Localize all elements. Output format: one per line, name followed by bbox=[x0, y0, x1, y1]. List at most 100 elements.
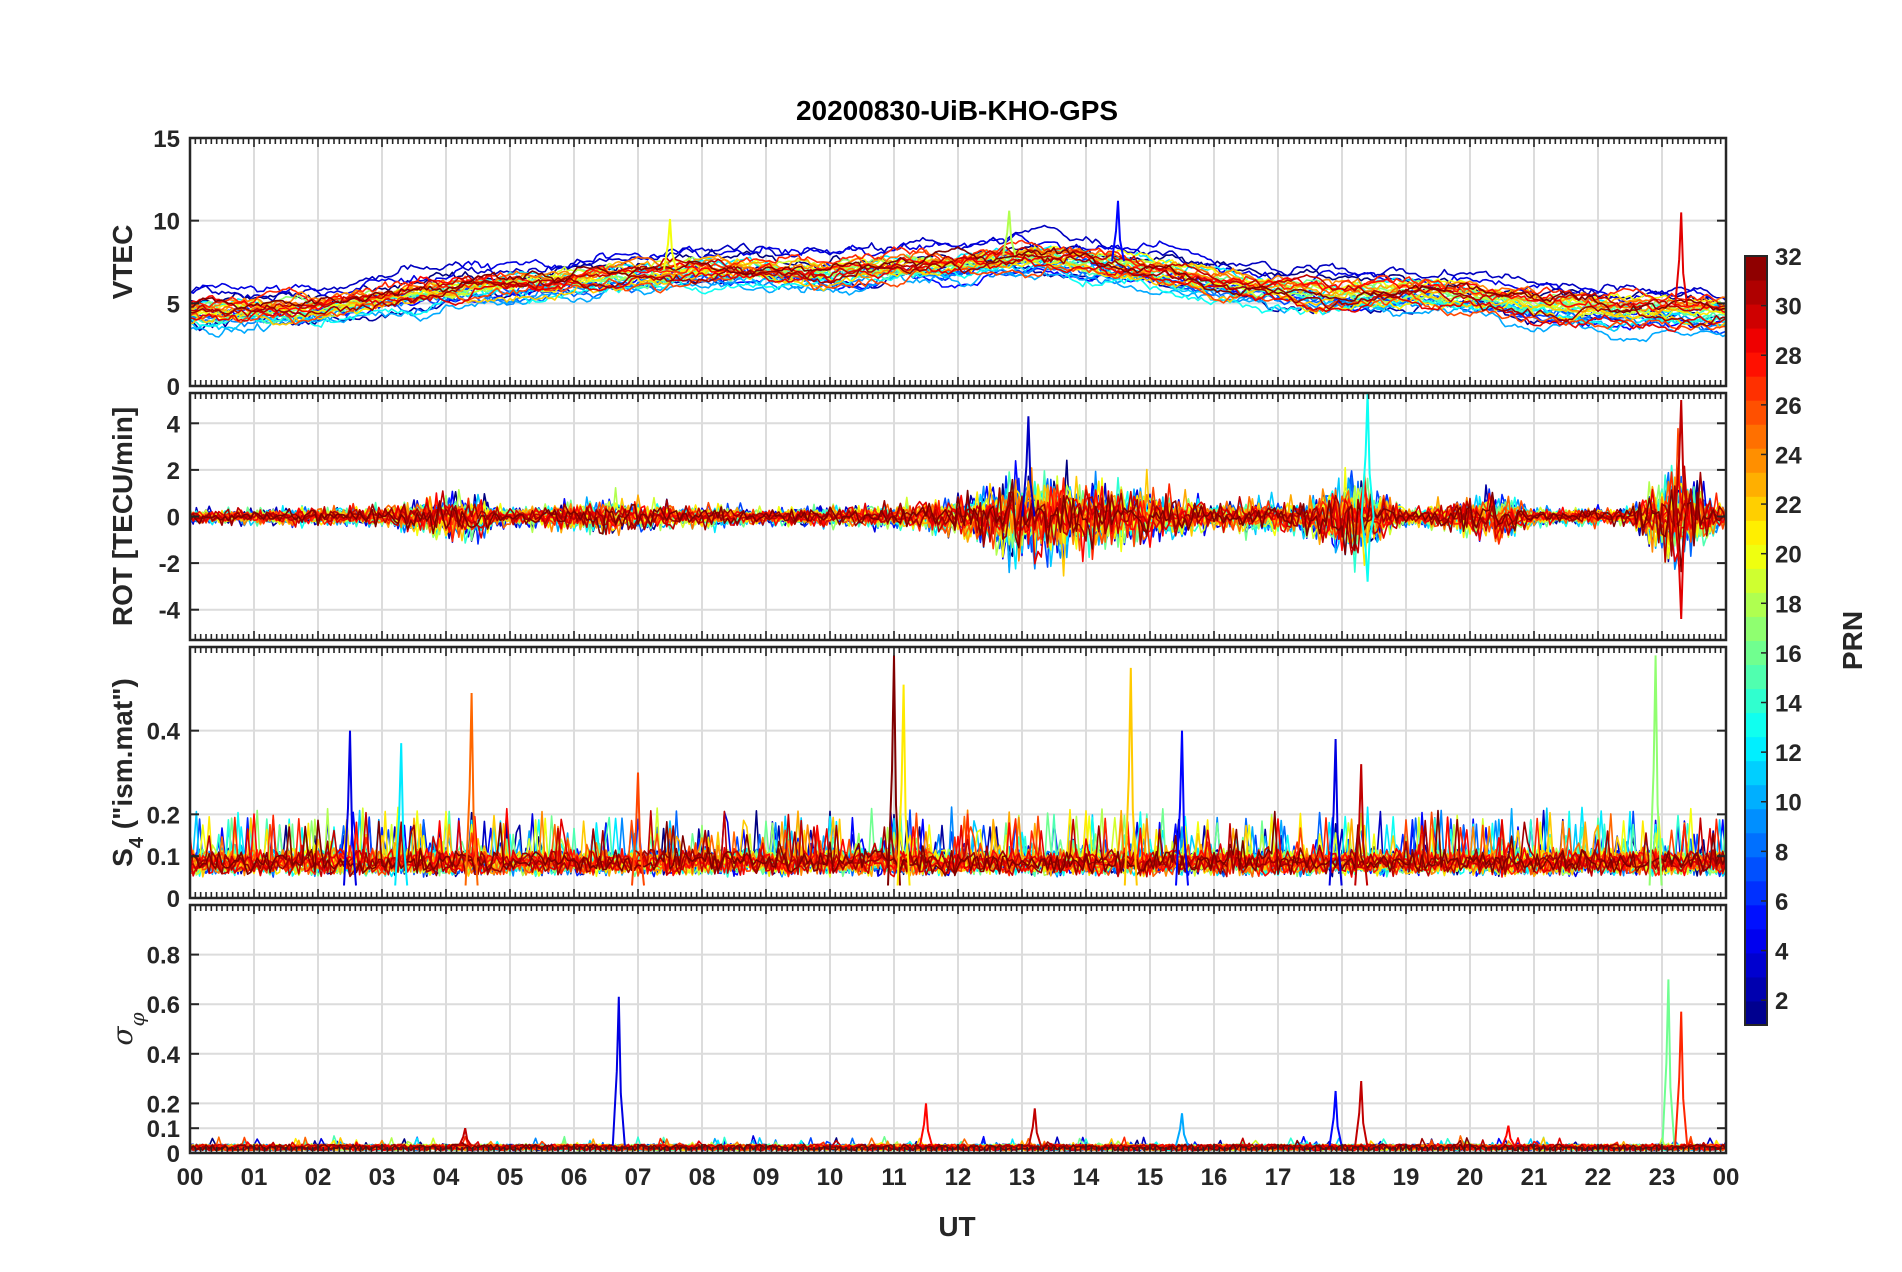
minor-ticks-vtec bbox=[189, 138, 1727, 386]
x-tick-label: 16 bbox=[1201, 1164, 1228, 1191]
colorbar-level bbox=[1745, 784, 1767, 810]
y-tick-label-rot: -2 bbox=[159, 551, 180, 578]
y-axis-label-rot: ROT [TECU/min] bbox=[107, 407, 138, 626]
spike-s4-6 bbox=[394, 743, 409, 886]
colorbar-level bbox=[1745, 760, 1767, 786]
spike-sigma_phi-3 bbox=[1354, 1081, 1369, 1146]
series-prn-29 bbox=[190, 818, 1726, 878]
y-tick-label-rot: 0 bbox=[167, 505, 180, 532]
spike-vtec-3 bbox=[663, 218, 677, 270]
colorbar-level bbox=[1745, 448, 1767, 473]
y-tick-label-rot: 2 bbox=[167, 458, 180, 485]
colorbar-tick-label: 20 bbox=[1775, 542, 1802, 569]
panel-vtec: 0 5 10 15 VTEC bbox=[107, 126, 1728, 401]
panel-s4: 0 0.1 0.2 0.4S4 ("ism.mat") bbox=[107, 645, 1728, 913]
colorbar-level bbox=[1745, 424, 1767, 449]
series-prn-31 bbox=[190, 253, 1726, 328]
colorbar-level bbox=[1745, 1000, 1767, 1026]
y-tick-label-sigma_phi: 0.6 bbox=[147, 992, 180, 1019]
y-axis-label-vtec: VTEC bbox=[107, 225, 138, 300]
spike-vtec-2 bbox=[1002, 210, 1017, 256]
colorbar-tick-label: 30 bbox=[1775, 294, 1802, 321]
x-tick-label: 03 bbox=[369, 1164, 396, 1191]
x-tick-label: 15 bbox=[1137, 1164, 1164, 1191]
x-tick-label: 23 bbox=[1649, 1164, 1676, 1191]
spike-sigma_phi-6 bbox=[1027, 1108, 1042, 1146]
x-tick-label: 09 bbox=[753, 1164, 780, 1191]
series-prn-30 bbox=[190, 465, 1726, 563]
colorbar-level bbox=[1745, 808, 1767, 834]
spike-s4-3 bbox=[1648, 655, 1663, 886]
colorbar-level bbox=[1745, 616, 1767, 641]
x-tick-label: 07 bbox=[625, 1164, 652, 1191]
spike-sigma_phi-7 bbox=[1175, 1113, 1189, 1146]
spike-s4-5 bbox=[343, 730, 357, 886]
colorbar-frame bbox=[1744, 255, 1768, 1026]
y-tick-label-s4: 0 bbox=[167, 886, 180, 913]
minor-ticks-sigma_phi bbox=[189, 905, 1727, 1153]
colorbar-level bbox=[1745, 712, 1767, 738]
spike-vtec-1 bbox=[1111, 200, 1125, 262]
colorbar-tick-label: 8 bbox=[1775, 839, 1788, 866]
x-tick-label: 04 bbox=[433, 1164, 460, 1191]
y-tick-label-sigma_phi: 0 bbox=[167, 1141, 180, 1168]
x-tick-label: 22 bbox=[1585, 1164, 1612, 1191]
colorbar-tick-label: 6 bbox=[1775, 889, 1788, 916]
series-prn-32 bbox=[190, 809, 1726, 877]
colorbar-level bbox=[1745, 400, 1767, 425]
x-tick-label: 10 bbox=[817, 1164, 844, 1191]
x-tick-label: 18 bbox=[1329, 1164, 1356, 1191]
spike-rot-4 bbox=[1360, 516, 1375, 582]
spike-s4-8 bbox=[1328, 738, 1343, 886]
x-tick-label: 21 bbox=[1521, 1164, 1548, 1191]
spike-sigma_phi-8 bbox=[458, 1127, 473, 1147]
x-tick-label: 06 bbox=[561, 1164, 588, 1191]
colorbar-level bbox=[1745, 280, 1767, 305]
series-group-s4 bbox=[190, 655, 1726, 886]
series-prn-10 bbox=[190, 268, 1726, 343]
spike-s4-4 bbox=[464, 692, 479, 886]
spike-s4-2 bbox=[1123, 667, 1138, 886]
x-axis-label: UT bbox=[938, 1211, 975, 1242]
colorbar-tick-label: 24 bbox=[1775, 442, 1802, 469]
series-group-vtec bbox=[190, 200, 1726, 343]
colorbar-level bbox=[1745, 688, 1767, 714]
colorbar-level bbox=[1745, 304, 1767, 329]
colorbar-level bbox=[1745, 496, 1767, 521]
spike-sigma_phi-2 bbox=[1674, 1011, 1689, 1146]
colorbar-tick-label: 14 bbox=[1775, 691, 1802, 718]
series-prn-29 bbox=[190, 256, 1726, 333]
colorbar-level bbox=[1745, 640, 1767, 666]
colorbar-level bbox=[1745, 328, 1767, 353]
colorbar-tick-label: 32 bbox=[1775, 244, 1802, 271]
chart-title: 20200830-UiB-KHO-GPS bbox=[796, 95, 1118, 126]
colorbar-level bbox=[1745, 928, 1767, 954]
series-prn-29 bbox=[190, 488, 1726, 565]
y-tick-label-sigma_phi: 0.8 bbox=[147, 943, 180, 970]
y-tick-label-sigma_phi: 0.1 bbox=[147, 1116, 180, 1143]
y-tick-label-rot: -4 bbox=[159, 598, 181, 625]
colorbar-level bbox=[1745, 256, 1767, 281]
minor-ticks-rot bbox=[189, 393, 1727, 640]
panel-rot: -4 -2 0 2 4 ROT [TECU/min] bbox=[107, 391, 1728, 642]
colorbar-level bbox=[1745, 568, 1767, 593]
spike-rot-3 bbox=[1674, 516, 1689, 620]
x-tick-label: 12 bbox=[945, 1164, 972, 1191]
x-tick-label: 02 bbox=[305, 1164, 332, 1191]
colorbar-tick-label: 2 bbox=[1775, 988, 1788, 1015]
spike-vtec-0 bbox=[1674, 212, 1689, 307]
spike-rot-2 bbox=[1021, 416, 1036, 517]
x-axis: 00 01 02 03 04 05 06 07 08 09 10 11 12 13 14 15 16 17 18 19… bbox=[177, 1164, 1740, 1191]
x-tick-label: 00 bbox=[177, 1164, 204, 1191]
y-tick-label-s4: 0.4 bbox=[147, 719, 181, 746]
y-tick-label-vtec: 15 bbox=[153, 126, 180, 153]
colorbar-tick-label: 4 bbox=[1775, 939, 1789, 966]
x-tick-label: 01 bbox=[241, 1164, 268, 1191]
colorbar-level bbox=[1745, 520, 1767, 545]
colorbar-level bbox=[1745, 856, 1767, 882]
spike-sigma_phi-5 bbox=[919, 1103, 933, 1146]
colorbar-label: PRN bbox=[1837, 611, 1868, 670]
colorbar-tick-label: 16 bbox=[1775, 641, 1802, 668]
